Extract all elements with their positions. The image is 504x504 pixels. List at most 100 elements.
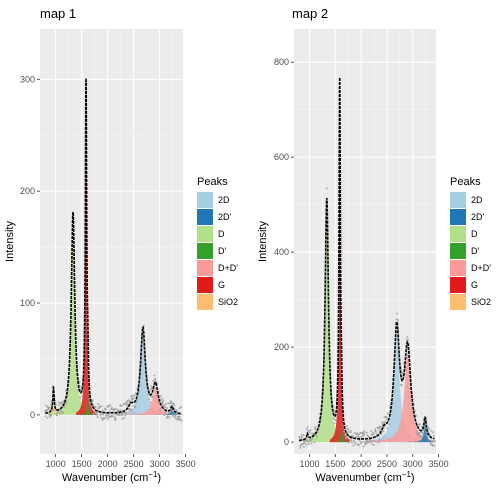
y-tick-label: 600 (274, 152, 289, 162)
legend-label: D (218, 229, 225, 239)
data-point (180, 419, 183, 422)
data-point (309, 429, 312, 432)
data-point (382, 430, 385, 433)
data-point (59, 410, 62, 413)
data-point (63, 405, 66, 408)
data-point (163, 414, 166, 417)
data-point (173, 404, 176, 407)
data-point (305, 443, 308, 446)
data-point (386, 412, 389, 415)
data-point (54, 409, 57, 412)
data-point (375, 432, 378, 435)
panel-1: map 1 0 100 200 300 1000 1500 2000 2500 3000 3500 W… (4, 6, 238, 484)
data-point (302, 434, 305, 437)
data-point (94, 406, 97, 409)
data-point (429, 442, 432, 445)
x-tick-label: 1000 (299, 459, 319, 469)
data-point (58, 412, 61, 415)
data-point (91, 399, 94, 402)
data-point (363, 441, 366, 444)
data-point (311, 433, 314, 436)
data-point (127, 408, 130, 411)
data-point (98, 406, 101, 409)
data-point (333, 410, 336, 413)
legend-label: 2D' (471, 212, 485, 222)
x-axis-label: Wavenumber (cm−1) (315, 470, 414, 484)
data-point (315, 435, 318, 438)
data-point (122, 402, 125, 405)
data-point (134, 404, 137, 407)
data-point (332, 417, 335, 420)
data-point (154, 378, 157, 381)
x-axis-label-close: ) (411, 472, 415, 484)
data-point (353, 440, 356, 443)
data-point (300, 434, 303, 436)
data-point (58, 404, 61, 407)
data-point (299, 446, 302, 449)
data-point (101, 409, 104, 412)
data-point (57, 401, 60, 404)
fit-line (299, 77, 435, 442)
data-point (113, 415, 116, 418)
data-point (109, 404, 112, 407)
data-point (48, 406, 51, 409)
data-point (359, 436, 362, 439)
data-point (107, 414, 110, 417)
x-tick-label: 1500 (72, 459, 92, 469)
data-point (104, 408, 107, 411)
data-point (55, 403, 58, 406)
chart-title: map 2 (292, 6, 328, 21)
data-point (379, 425, 382, 428)
data-point (96, 412, 99, 415)
data-point (178, 415, 181, 418)
data-point (415, 431, 418, 434)
data-point (124, 402, 127, 405)
data-point (110, 406, 113, 409)
peak-area-d-3 (80, 381, 96, 415)
data-point (302, 445, 305, 448)
peak-area-g-2 (329, 85, 350, 443)
data-point (345, 425, 348, 428)
data-point (367, 441, 370, 444)
data-point (363, 430, 366, 433)
x-axis-label: Wavenumber (cm−1) (62, 470, 161, 484)
y-tick-label: 300 (20, 74, 35, 84)
data-point (134, 406, 137, 409)
data-point (380, 433, 383, 436)
data-point (386, 427, 389, 430)
data-point (99, 413, 102, 416)
data-point (160, 397, 163, 400)
data-point (354, 442, 357, 445)
data-point (406, 338, 409, 341)
data-point (349, 431, 352, 434)
data-point (350, 441, 353, 444)
data-point (307, 429, 310, 432)
data-point (123, 417, 126, 420)
legend-label: 2D' (218, 212, 232, 222)
y-tick-label: 200 (274, 342, 289, 352)
peak-area-g-2 (76, 86, 96, 415)
data-point (100, 416, 103, 419)
data-point (310, 442, 313, 445)
legend-swatch (197, 243, 213, 259)
legend: Peaks 2D 2D' D D' D+D' G SiO2 (197, 176, 238, 310)
legend-label: D+D' (218, 263, 238, 273)
data-point (50, 414, 53, 417)
data-point (159, 395, 162, 398)
data-point (352, 444, 355, 447)
x-tick-label: 3000 (150, 459, 170, 469)
data-point (125, 404, 128, 407)
data-point (97, 403, 100, 406)
data-point (313, 441, 316, 444)
legend-swatch (450, 209, 466, 225)
data-point (106, 418, 109, 421)
x-tick-label: 3500 (429, 459, 449, 469)
data-point (172, 415, 175, 418)
data-point (395, 312, 398, 315)
data-point (171, 413, 174, 416)
data-point (308, 440, 311, 443)
data-point (377, 441, 380, 444)
data-point (325, 187, 328, 190)
data-point (114, 407, 117, 410)
x-axis-label-main: Wavenumber (cm (62, 472, 148, 484)
